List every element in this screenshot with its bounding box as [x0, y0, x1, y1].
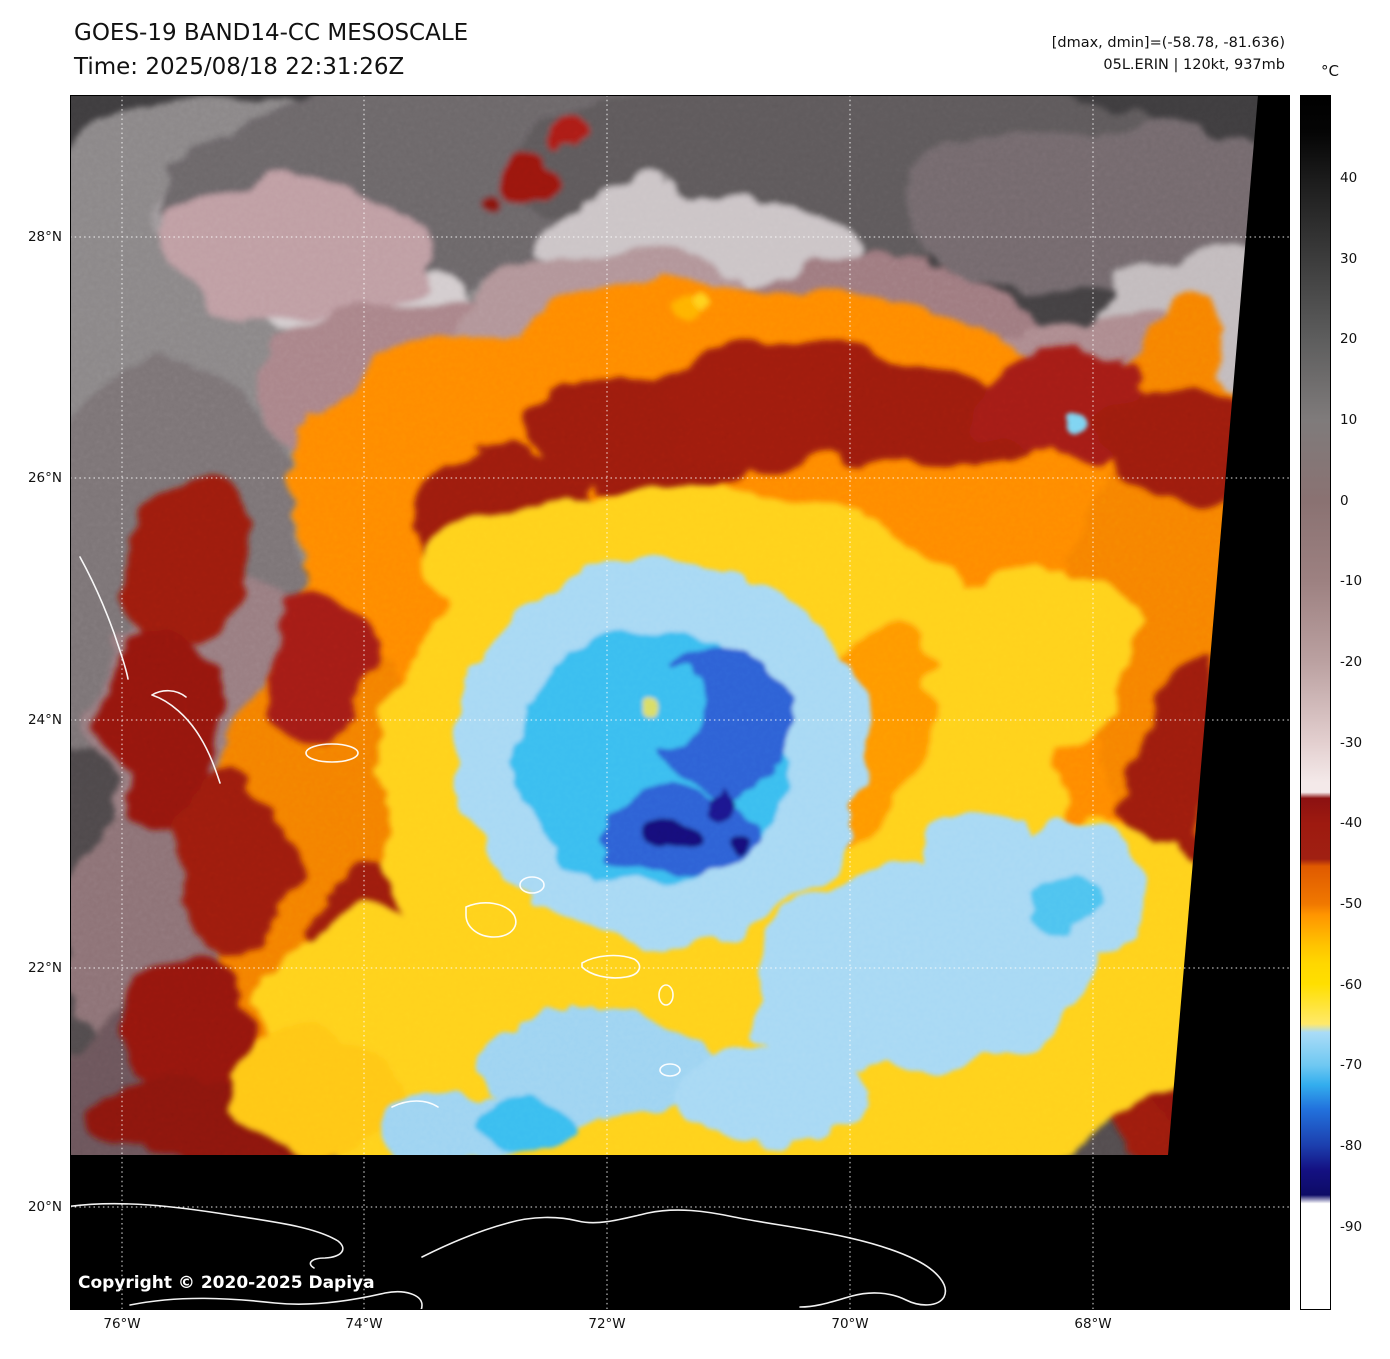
lon-label: 72°W — [588, 1316, 626, 1332]
lat-label: 26°N — [27, 470, 62, 486]
latlon-grid — [70, 95, 1290, 1310]
lon-label: 68°W — [1074, 1316, 1112, 1332]
coastline-hispaniola — [421, 1209, 947, 1308]
product-title: GOES-19 BAND14-CC MESOSCALE — [74, 20, 469, 46]
lat-label: 22°N — [27, 960, 62, 976]
island-mayaguana — [305, 743, 359, 763]
product-time: Time: 2025/08/18 22:31:26Z — [74, 54, 405, 80]
colorbar-unit-label: °C — [1321, 62, 1339, 80]
island-long-island — [79, 556, 129, 680]
satellite-image-panel: Copyright © 2020-2025 Dapiya — [70, 95, 1290, 1310]
colorbar-tick: 10 — [1340, 412, 1358, 428]
lon-label: 74°W — [345, 1316, 383, 1332]
colorbar-tick: -60 — [1340, 977, 1363, 993]
island-cay — [659, 1063, 681, 1077]
map-frame — [70, 95, 1290, 1310]
colorbar-tick: -70 — [1340, 1057, 1363, 1073]
header-info-block: [dmax, dmin]=(-58.78, -81.636) 05L.ERIN … — [1052, 32, 1285, 76]
island-great-inagua — [465, 902, 517, 938]
storm-info: 05L.ERIN | 120kt, 937mb — [1103, 57, 1285, 73]
lat-label: 20°N — [27, 1199, 62, 1215]
colorbar-tick: -30 — [1340, 735, 1363, 751]
copyright-watermark: Copyright © 2020-2025 Dapiya — [78, 1273, 375, 1293]
image-grain — [70, 95, 1258, 1155]
colorbar-tick: 0 — [1340, 493, 1349, 509]
temperature-colorbar — [1300, 95, 1331, 1310]
header-title-block: GOES-19 BAND14-CC MESOSCALE Time: 2025/0… — [74, 16, 468, 84]
scan-data-region — [70, 95, 1258, 1155]
island-caicos — [581, 954, 641, 979]
island-acklins — [151, 689, 221, 784]
dmax-dmin-readout: [dmax, dmin]=(-58.78, -81.636) — [1051, 35, 1285, 51]
colorbar-tick: -80 — [1340, 1138, 1363, 1154]
colorbar-tick: 20 — [1340, 331, 1358, 347]
coastline-cuba-north — [70, 1202, 344, 1269]
island-ragged-cays — [391, 1100, 439, 1108]
colorbar-tick: -10 — [1340, 573, 1363, 589]
colorbar-tick: -40 — [1340, 815, 1363, 831]
lon-label: 70°W — [831, 1316, 869, 1332]
goes-ir-image — [70, 95, 1290, 1310]
colorbar-tick: 30 — [1340, 251, 1358, 267]
lon-label: 76°W — [103, 1316, 141, 1332]
colorbar-tick: -90 — [1340, 1219, 1363, 1235]
island-turks — [658, 984, 674, 1006]
island-little-inagua — [519, 876, 545, 894]
lat-label: 28°N — [27, 229, 62, 245]
colorbar-tick: -20 — [1340, 654, 1363, 670]
lat-label: 24°N — [27, 712, 62, 728]
colorbar-tick: -50 — [1340, 896, 1363, 912]
colorbar-tick: 40 — [1340, 170, 1358, 186]
